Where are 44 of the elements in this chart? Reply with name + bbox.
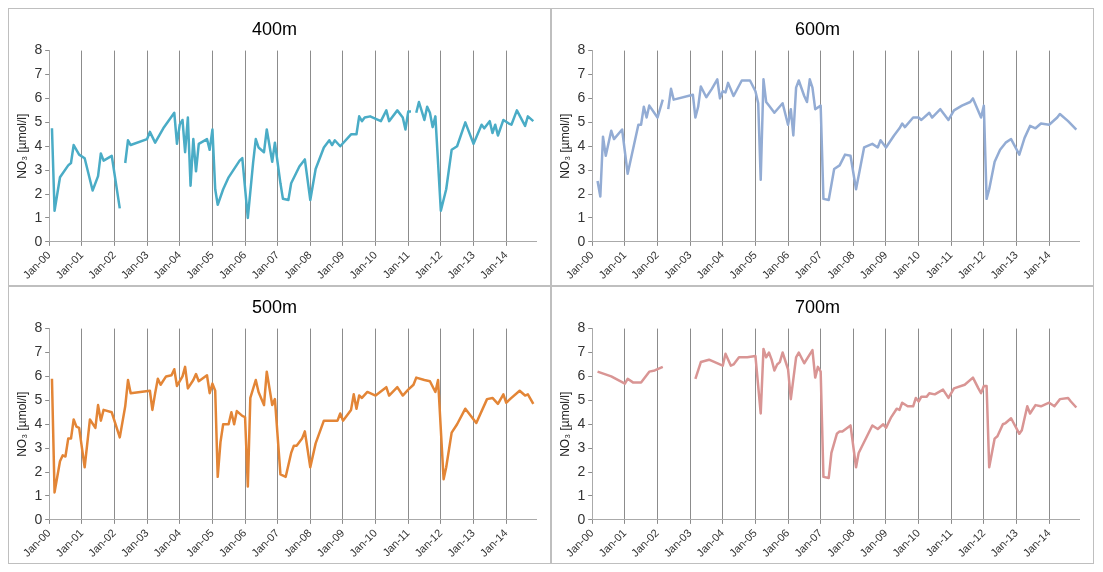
y-tick-label: 6 [34, 89, 43, 106]
y-axis-title: NO₃ [µmol/l] [14, 113, 29, 179]
y-axis-title: NO₃ [µmol/l] [557, 391, 572, 457]
y-tick-label: 8 [34, 319, 43, 336]
chart-title: 400m [251, 18, 298, 39]
y-tick-label: 4 [577, 415, 586, 432]
y-tick-label: 1 [577, 486, 586, 503]
y-tick-label: 1 [34, 208, 43, 225]
y-tick-label: 6 [577, 367, 586, 384]
y-tick-label: 1 [34, 486, 43, 503]
y-tick-label: 5 [34, 113, 43, 130]
y-tick-label: 0 [34, 510, 43, 527]
y-tick-label: 2 [34, 462, 43, 479]
y-axis-title: NO₃ [µmol/l] [14, 391, 29, 457]
chart-title: 600m [794, 18, 841, 39]
y-tick-label: 6 [34, 367, 43, 384]
y-tick-label: 4 [577, 137, 586, 154]
y-tick-label: 4 [34, 415, 43, 432]
y-tick-label: 7 [34, 343, 43, 360]
y-tick-label: 1 [577, 208, 586, 225]
y-tick-label: 8 [577, 41, 586, 58]
y-tick-label: 0 [577, 510, 586, 527]
y-tick-label: 8 [34, 41, 43, 58]
y-tick-label: 7 [34, 65, 43, 82]
y-tick-label: 0 [34, 232, 43, 249]
y-tick-label: 5 [34, 391, 43, 408]
y-tick-label: 3 [34, 439, 43, 456]
y-tick-label: 5 [577, 113, 586, 130]
y-tick-label: 3 [577, 439, 586, 456]
y-tick-label: 5 [577, 391, 586, 408]
y-tick-label: 4 [34, 137, 43, 154]
y-tick-label: 2 [577, 462, 586, 479]
y-tick-label: 3 [34, 161, 43, 178]
y-tick-label: 6 [577, 89, 586, 106]
y-tick-label: 7 [577, 65, 586, 82]
y-tick-label: 3 [577, 161, 586, 178]
y-tick-label: 2 [34, 184, 43, 201]
y-tick-label: 0 [577, 232, 586, 249]
y-tick-label: 7 [577, 343, 586, 360]
y-tick-label: 8 [577, 319, 586, 336]
y-axis-title: NO₃ [µmol/l] [557, 113, 572, 179]
chart-title: 700m [794, 296, 841, 317]
y-tick-label: 2 [577, 184, 586, 201]
chart-title: 500m [251, 296, 298, 317]
